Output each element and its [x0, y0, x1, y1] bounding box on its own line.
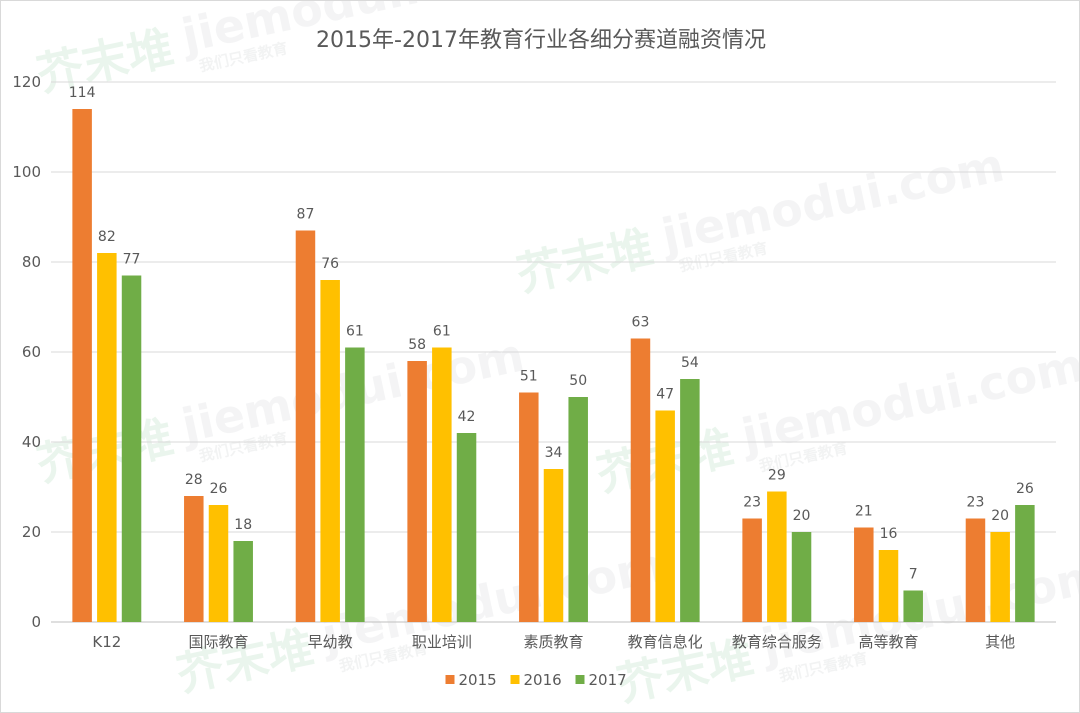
watermark-domain: jiemodui.com [735, 338, 1079, 464]
data-label: 18 [234, 517, 252, 533]
bar-2017-8 [1015, 505, 1035, 622]
bar-2017-0 [121, 275, 142, 622]
data-label: 28 [185, 472, 203, 488]
legend-label: 2016 [524, 671, 562, 689]
data-label: 7 [909, 567, 918, 583]
data-label: 26 [210, 481, 228, 497]
data-label: 61 [346, 324, 364, 340]
data-label: 23 [743, 495, 761, 511]
legend-swatch-2017 [575, 675, 585, 684]
legend: 2015 2016 2017 [445, 671, 627, 689]
x-tick-label: 教育综合服务 [732, 633, 822, 651]
data-label: 54 [681, 355, 699, 371]
y-tick-label: 60 [22, 343, 41, 361]
x-tick-label: 素质教育 [523, 633, 583, 651]
legend-swatch-2016 [510, 675, 520, 684]
legend-label: 2015 [459, 671, 497, 689]
data-label: 29 [768, 468, 786, 484]
bar-2015-2 [295, 230, 316, 622]
bar-2016-3 [432, 347, 452, 622]
bar-2015-7 [854, 527, 874, 622]
legend-label: 2017 [589, 671, 627, 689]
bar-2017-3 [456, 433, 477, 622]
watermark-domain: jiemodui.com [315, 538, 669, 664]
bar-2017-7 [903, 590, 923, 622]
bar-2016-4 [543, 469, 564, 622]
data-label: 47 [656, 387, 674, 403]
watermark-domain: jiemodui.com [655, 138, 1009, 264]
data-label: 26 [1016, 481, 1034, 497]
x-tick-label: 高等教育 [858, 633, 918, 651]
data-label: 21 [855, 504, 873, 520]
data-label: 42 [458, 409, 476, 425]
y-tick-label: 120 [12, 73, 41, 91]
data-label: 50 [569, 373, 587, 389]
data-label: 63 [632, 315, 650, 331]
y-tick-label: 100 [12, 163, 41, 181]
bar-2015-6 [742, 518, 762, 622]
bar-2015-0 [72, 109, 92, 622]
data-label: 20 [991, 508, 1009, 524]
data-label: 20 [793, 508, 811, 524]
data-label: 76 [321, 256, 339, 272]
y-axis: 0 20 40 60 80 100 120 [12, 73, 41, 631]
x-tick-label: 其他 [985, 633, 1015, 651]
data-label: 87 [297, 207, 315, 223]
x-tick-label: 教育信息化 [628, 633, 703, 651]
y-tick-label: 40 [22, 433, 41, 451]
bar-2016-7 [878, 550, 899, 622]
bar-2016-2 [320, 280, 340, 622]
data-label: 34 [545, 445, 563, 461]
bar-2015-3 [407, 361, 427, 622]
bars [72, 109, 1035, 622]
bar-2015-4 [519, 392, 539, 622]
bar-2016-6 [767, 491, 787, 622]
x-tick-label: 早幼教 [308, 633, 353, 651]
y-tick-label: 0 [31, 613, 41, 631]
bar-2015-1 [184, 496, 204, 622]
y-tick-label: 20 [22, 523, 41, 541]
bar-2015-5 [630, 338, 651, 622]
data-label: 82 [98, 229, 116, 245]
data-label: 23 [967, 495, 985, 511]
legend-swatch-2015 [445, 675, 455, 684]
data-label: 77 [123, 252, 141, 268]
bar-2017-5 [680, 379, 700, 622]
bar-2016-5 [655, 410, 675, 622]
bar-2017-1 [233, 541, 253, 622]
x-tick-label: 职业培训 [412, 633, 472, 651]
data-labels: 114 82 77 28 26 18 87 76 61 58 61 42 51 34 50 63 47 54 23 2… [69, 85, 1034, 583]
bar-2015-8 [965, 518, 986, 622]
data-label: 51 [520, 369, 538, 385]
data-label: 58 [408, 337, 426, 353]
bar-2017-4 [568, 397, 588, 622]
bar-2016-0 [97, 253, 117, 622]
data-label: 114 [69, 85, 96, 101]
bar-2017-2 [345, 347, 365, 622]
watermark-brand: 芥末堆 [32, 20, 178, 102]
x-tick-label: 国际教育 [188, 633, 248, 651]
bar-2017-6 [791, 532, 812, 622]
x-axis: K12 国际教育 早幼教 职业培训 素质教育 教育信息化 教育综合服务 高等教育 其他 [92, 633, 1015, 651]
x-tick-label: K12 [92, 633, 121, 651]
data-label: 16 [880, 526, 898, 542]
bar-2016-8 [990, 532, 1010, 622]
bar-2016-1 [208, 505, 229, 622]
chart-title: 2015年-2017年教育行业各细分赛道融资情况 [316, 28, 766, 53]
data-label: 61 [433, 324, 451, 340]
y-tick-label: 80 [22, 253, 41, 271]
watermark-brand: 芥末堆 [512, 220, 658, 302]
